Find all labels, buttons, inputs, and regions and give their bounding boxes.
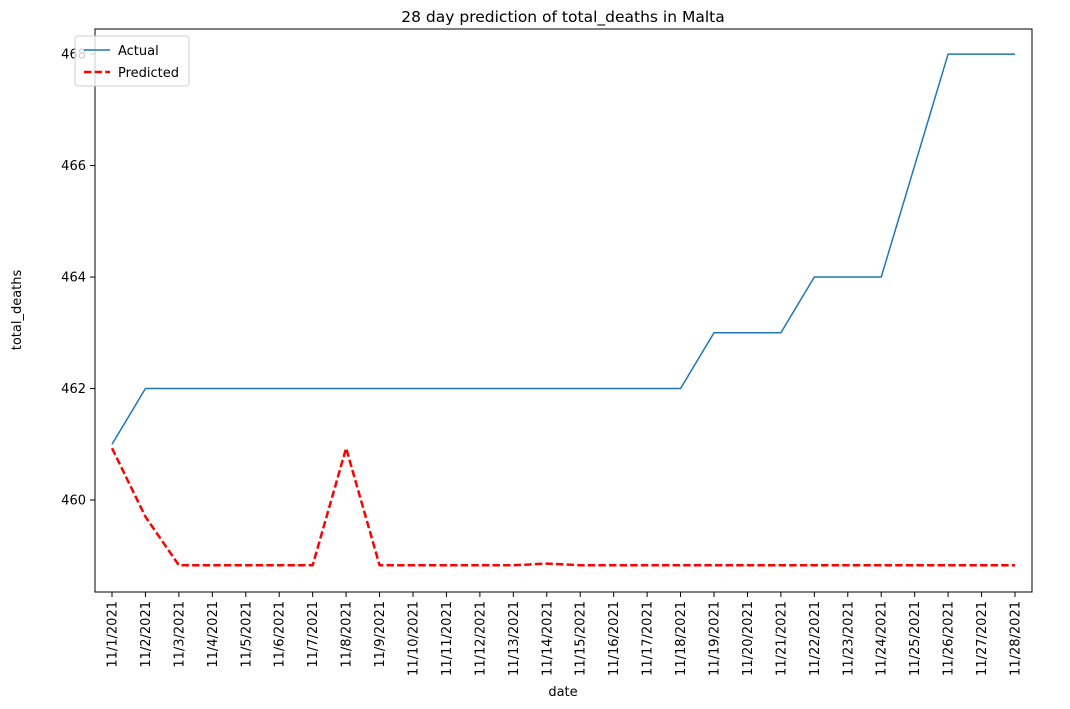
y-tick-label: 464 — [61, 271, 86, 286]
series-line-actual — [111, 53, 1015, 445]
x-tick-label: 11/8/2021 — [340, 601, 355, 668]
x-tick-label: 11/16/2021 — [607, 601, 622, 676]
y-tick-label: 460 — [61, 494, 86, 509]
chart-title: 28 day prediction of total_deaths in Mal… — [401, 8, 724, 27]
y-tick-label: 462 — [61, 382, 86, 397]
x-tick-label: 11/2/2021 — [139, 601, 154, 668]
x-tick-label: 11/13/2021 — [507, 601, 522, 676]
plot-lines — [110, 53, 1015, 567]
x-tick-label: 11/4/2021 — [206, 601, 221, 668]
x-tick-label: 11/27/2021 — [975, 601, 990, 676]
x-tick-label: 11/28/2021 — [1009, 601, 1024, 676]
x-tick-label: 11/21/2021 — [774, 601, 789, 676]
x-tick-label: 11/18/2021 — [674, 601, 689, 676]
x-tick-label: 11/17/2021 — [641, 601, 656, 676]
x-tick-label: 11/1/2021 — [106, 601, 121, 668]
x-tick-label: 11/25/2021 — [908, 601, 923, 676]
x-tick-label: 11/6/2021 — [273, 601, 288, 668]
y-axis-title: total_deaths — [10, 270, 25, 351]
x-tick-label: 11/23/2021 — [841, 601, 856, 676]
series-line-predicted — [110, 446, 1015, 567]
x-tick-label: 11/3/2021 — [172, 601, 187, 668]
legend: Actual Predicted — [74, 35, 190, 87]
x-tick-label: 11/15/2021 — [574, 601, 589, 676]
x-tick-label: 11/5/2021 — [239, 601, 254, 668]
x-axis: 11/1/2021 11/2/2021 11/3/2021 11/4/2021 11/5… — [106, 592, 1024, 676]
x-tick-label: 11/14/2021 — [540, 601, 555, 676]
x-tick-label: 11/26/2021 — [942, 601, 957, 676]
legend-box — [74, 35, 190, 87]
x-tick-label: 11/10/2021 — [407, 601, 422, 676]
x-tick-label: 11/9/2021 — [373, 601, 388, 668]
legend-label-predicted: Predicted — [118, 66, 179, 81]
x-tick-label: 11/11/2021 — [440, 601, 455, 676]
plot-frame — [94, 28, 1033, 593]
x-axis-title: date — [548, 685, 577, 700]
x-tick-label: 11/20/2021 — [741, 601, 756, 676]
legend-label-actual: Actual — [118, 44, 159, 59]
x-tick-label: 11/24/2021 — [875, 601, 890, 676]
y-tick-label: 466 — [61, 159, 86, 174]
x-tick-label: 11/7/2021 — [306, 601, 321, 668]
x-tick-label: 11/22/2021 — [808, 601, 823, 676]
x-tick-label: 11/19/2021 — [708, 601, 723, 676]
x-tick-label: 11/12/2021 — [473, 601, 488, 676]
